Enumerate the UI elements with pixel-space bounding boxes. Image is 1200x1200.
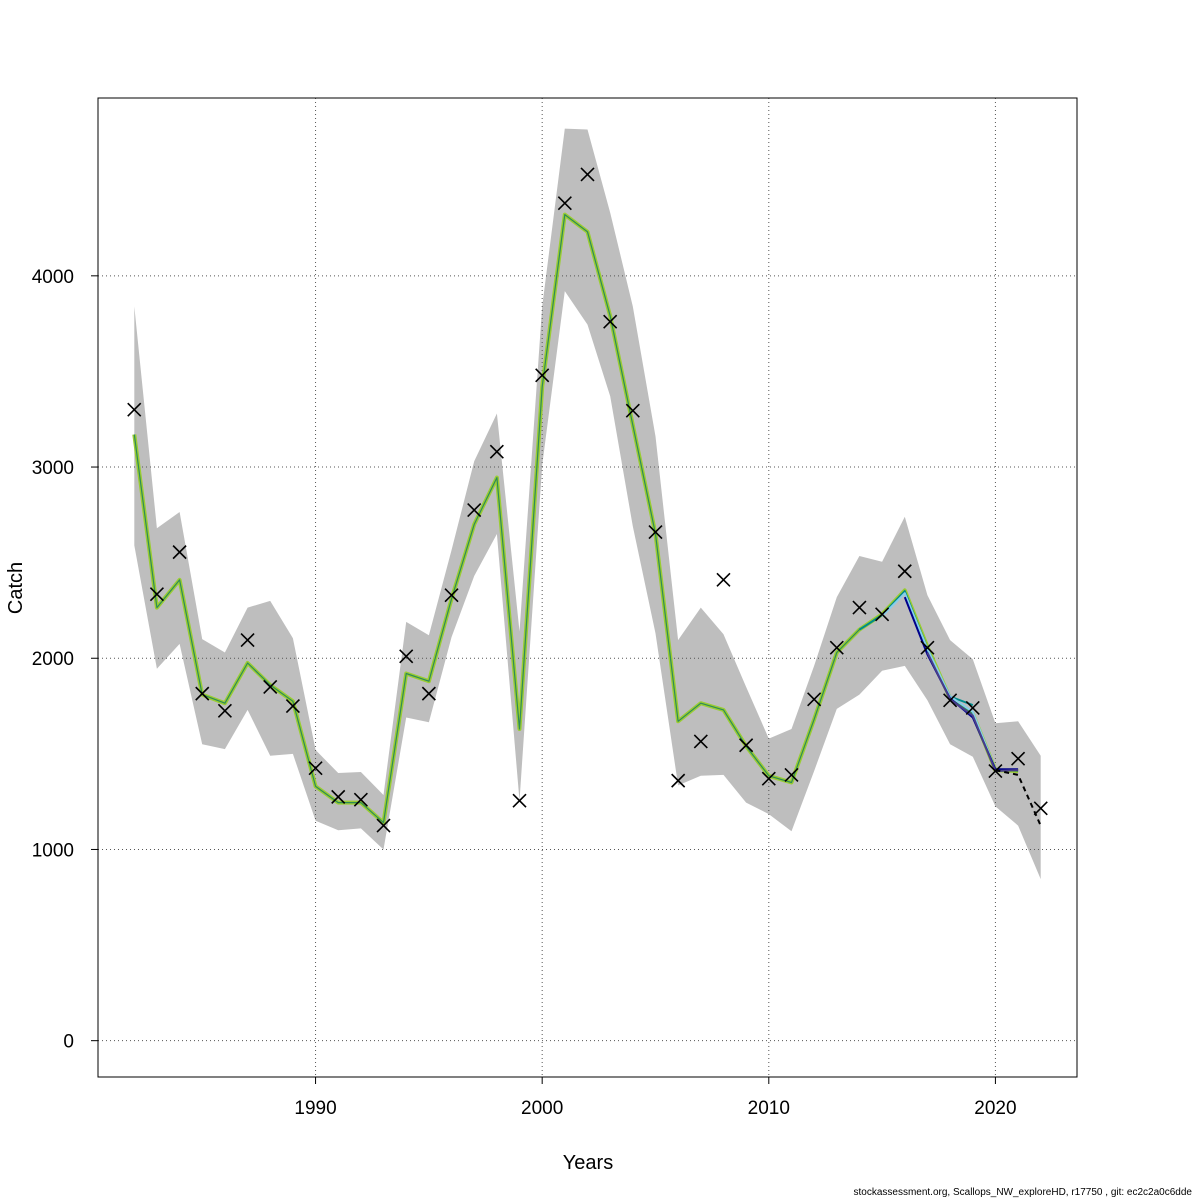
y-tick-label: 0 <box>63 1032 74 1053</box>
confidence-band-layer <box>134 128 1041 880</box>
y-axis-title: Catch <box>5 562 27 614</box>
observed-point <box>852 600 867 615</box>
x-tick-label: 1990 <box>294 1098 336 1119</box>
observed-point <box>444 588 459 603</box>
x-axis-title: Years <box>563 1152 613 1174</box>
observed-point <box>807 692 822 707</box>
observed-point <box>172 545 187 560</box>
observed-point <box>580 167 595 182</box>
observed-point <box>716 572 731 587</box>
observed-point <box>1011 751 1026 766</box>
observed-markers-layer <box>127 167 1048 833</box>
observed-point <box>875 607 890 622</box>
y-tick-label: 1000 <box>32 840 74 861</box>
observed-point <box>285 698 300 714</box>
observed-point <box>467 502 482 518</box>
observed-point <box>784 767 799 782</box>
observed-point <box>648 524 663 540</box>
observed-point <box>603 314 618 329</box>
observed-point <box>217 703 232 718</box>
footer-credit: stockassessment.org, Scallops_NW_explore… <box>853 1187 1192 1198</box>
observed-point <box>1033 801 1048 816</box>
observed-point <box>557 196 572 211</box>
observed-point <box>263 679 278 694</box>
observed-point <box>625 403 640 418</box>
observed-point <box>195 686 210 701</box>
observed-point <box>421 686 436 701</box>
observed-point <box>308 761 323 776</box>
observed-point <box>671 773 686 788</box>
observed-point <box>376 818 391 833</box>
observed-point <box>920 640 935 655</box>
y-tick-label: 2000 <box>32 649 74 670</box>
observed-point <box>965 700 980 716</box>
observed-point <box>512 793 527 808</box>
y-axis: 0 1000 2000 3000 4000 <box>32 267 98 1053</box>
x-axis: 1990 2000 2010 2020 <box>294 1077 1017 1119</box>
y-tick-label: 4000 <box>32 267 74 288</box>
y-tick-label: 3000 <box>32 458 74 479</box>
observed-point <box>489 444 504 459</box>
observed-point <box>535 368 550 383</box>
observed-point <box>353 792 368 807</box>
observed-point <box>988 763 1003 779</box>
observed-point <box>943 693 958 708</box>
plot-frame <box>97 97 1078 1078</box>
x-tick-label: 2000 <box>521 1098 563 1119</box>
x-tick-label: 2020 <box>974 1098 1016 1119</box>
retro-line-4 <box>926 652 1019 773</box>
observed-point <box>240 633 255 648</box>
confidence-band <box>134 128 1041 880</box>
x-tick-label: 2010 <box>748 1098 790 1119</box>
observed-point <box>331 789 346 804</box>
retro-line-2 <box>881 592 997 770</box>
observed-point <box>399 649 414 664</box>
observed-point <box>761 771 776 786</box>
observed-point <box>739 738 754 753</box>
observed-point <box>127 402 142 417</box>
observed-point <box>829 640 844 655</box>
observed-point <box>693 734 708 749</box>
observed-point <box>149 587 164 602</box>
observed-point <box>897 564 912 579</box>
